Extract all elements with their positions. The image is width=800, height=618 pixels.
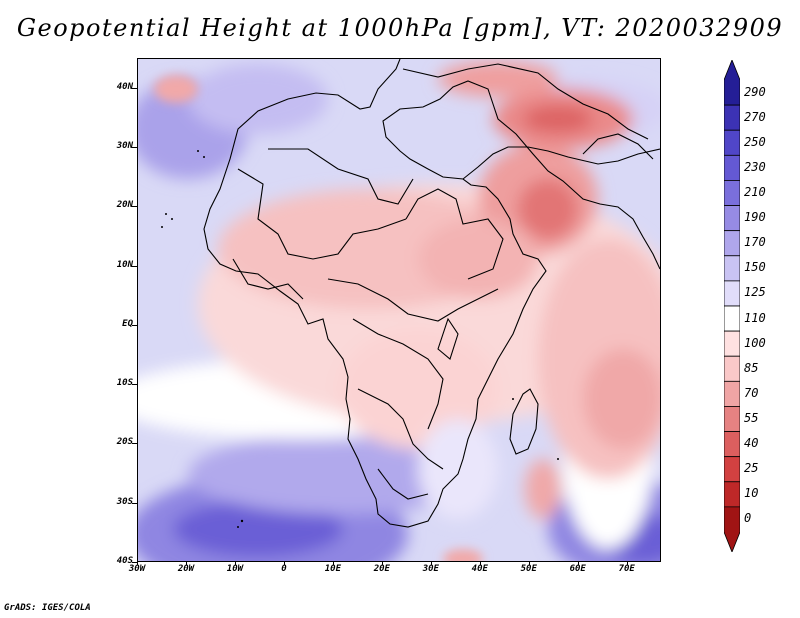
lon-tick	[528, 561, 530, 565]
colorbar-swatch	[723, 506, 741, 554]
lon-label: 0	[281, 564, 287, 574]
lat-tick	[132, 562, 137, 563]
colorbar-swatch	[723, 305, 741, 332]
lat-label: 40S	[116, 556, 133, 566]
lon-tick	[626, 561, 628, 565]
lon-tick	[185, 561, 187, 565]
colorbar-label: 125	[744, 285, 766, 300]
lon-label: 10W	[226, 564, 244, 574]
colorbar-label: 190	[744, 210, 766, 225]
lat-label: 30S	[116, 496, 133, 507]
lon-label: 30W	[128, 564, 146, 574]
lon-label: 50E	[520, 564, 537, 574]
colorbar-swatches	[723, 58, 741, 554]
lon-tick	[332, 561, 334, 565]
map-canvas	[138, 59, 660, 561]
lat-label: 40N	[116, 81, 133, 92]
lon-label: 60E	[569, 564, 586, 574]
lat-tick	[132, 265, 137, 267]
colorbar-swatch	[723, 154, 741, 181]
lat-label: 10S	[116, 378, 133, 389]
lon-label: 70E	[618, 564, 635, 574]
colorbar-label: 250	[744, 134, 766, 149]
colorbar-label: 100	[744, 335, 766, 350]
colorbar-swatch	[723, 104, 741, 131]
colorbar-label: 170	[744, 235, 766, 250]
colorbar-swatch	[723, 58, 741, 106]
colorbar-swatch	[723, 280, 741, 307]
colorbar-swatch	[723, 456, 741, 483]
lat-tick	[132, 502, 137, 504]
colorbar-label: 290	[744, 84, 766, 99]
lon-tick	[283, 561, 285, 565]
colorbar-label: 210	[744, 185, 766, 199]
lat-label: 30N	[116, 140, 133, 151]
lon-tick	[479, 561, 481, 565]
colorbar-label: 110	[744, 310, 766, 325]
lat-label: 20S	[116, 437, 133, 448]
lon-label: 20E	[373, 564, 390, 574]
colorbar-label: 270	[744, 109, 766, 124]
lat-tick	[132, 443, 137, 445]
colorbar-swatch	[723, 230, 741, 257]
lat-label: 20N	[116, 200, 133, 211]
lat-tick	[132, 324, 137, 326]
geopotential-field	[138, 61, 660, 561]
colorbar-swatch	[723, 481, 741, 508]
lon-tick	[234, 561, 236, 565]
colorbar-label: 85	[744, 360, 759, 375]
colorbar-label: 55	[744, 411, 759, 425]
colorbar-swatch	[723, 380, 741, 407]
colorbar-swatch	[723, 330, 741, 357]
colorbar-label: 25	[744, 461, 759, 476]
lat-label: EQ	[122, 318, 133, 329]
colorbar-label: 10	[744, 486, 759, 501]
colorbar-swatch	[723, 205, 741, 232]
credit-label: GrADS: IGES/COLA	[4, 603, 91, 613]
lat-label: 10N	[116, 259, 133, 270]
lat-tick	[132, 146, 137, 148]
coastlines	[203, 59, 660, 528]
lat-tick	[132, 206, 137, 208]
lon-tick	[137, 561, 138, 565]
colorbar-swatch	[723, 431, 741, 458]
colorbar-swatch	[723, 355, 741, 382]
chart-title: Geopotential Height at 1000hPa [gpm], VT…	[16, 14, 784, 42]
lon-label: 40E	[471, 564, 488, 574]
lon-tick	[577, 561, 579, 565]
colorbar-label: 70	[744, 385, 759, 400]
colorbar-label: 150	[744, 260, 766, 275]
map-area	[137, 58, 661, 562]
lon-label: 30E	[422, 564, 439, 574]
colorbar-label: 40	[744, 436, 759, 451]
lon-label: 10E	[324, 564, 341, 574]
lon-label: 20W	[177, 564, 195, 574]
colorbar-label: 0	[744, 511, 752, 526]
lon-tick	[430, 561, 432, 565]
colorbar	[723, 58, 741, 554]
lat-tick	[132, 87, 137, 89]
lat-tick	[132, 384, 137, 386]
colorbar-swatch	[723, 180, 741, 206]
colorbar-swatch	[723, 255, 741, 282]
colorbar-swatch	[723, 406, 741, 432]
colorbar-swatch	[723, 129, 741, 156]
lon-tick	[381, 561, 383, 565]
colorbar-label: 230	[744, 159, 766, 174]
